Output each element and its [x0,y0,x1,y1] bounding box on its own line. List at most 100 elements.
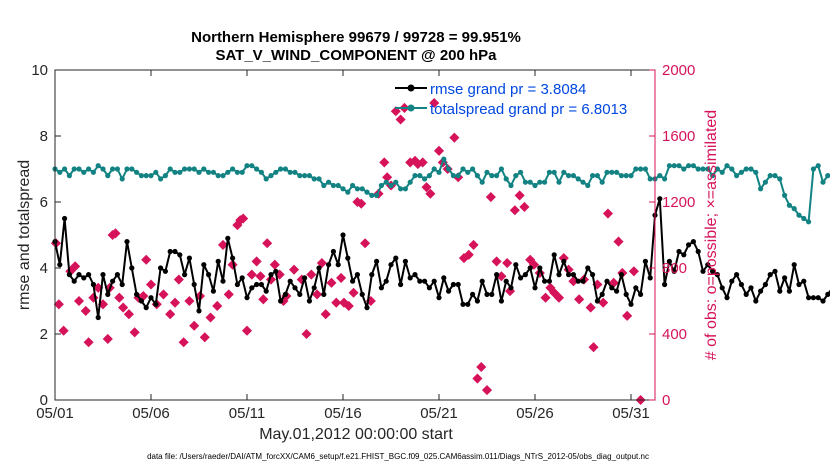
totalspread-point [148,173,154,179]
rmse-point [719,285,725,291]
rmse-point [402,258,408,264]
rmse-point [599,291,605,297]
obs-assimilated-marker [189,320,200,331]
totalspread-point [724,163,730,169]
rmse-point [278,298,284,304]
rmse-point [167,248,173,255]
totalspread-point [575,176,581,182]
rmse-point [258,281,264,288]
totalspread-point [676,163,682,169]
totalspread-point [465,169,471,175]
rmse-point [417,278,423,284]
totalspread-point [244,163,250,169]
legend: rmse grand pr = 3.8084 totalspread grand… [395,81,627,118]
rmse-point [350,278,356,284]
rmse-point [268,272,274,278]
totalspread-point [556,179,562,185]
totalspread-point [326,179,332,185]
rmse-point [148,295,154,301]
rmse-point [628,301,634,307]
rmse-point [110,278,116,284]
obs-assimilated-marker [241,325,253,336]
totalspread-point [129,166,135,172]
rmse-point [513,262,519,268]
obs-assimilated-marker [326,277,337,288]
totalspread-point [62,166,68,172]
rmse-point [124,239,130,245]
y-tick-label: 10 [31,62,48,79]
obs-assimilated-marker [395,114,406,125]
rmse-point [244,295,250,301]
rmse-point [734,272,740,278]
rmse-point [614,288,620,294]
totalspread-point [450,173,456,179]
obs-assimilated-marker [158,289,169,300]
rmse-point [158,265,164,271]
rmse-point [191,281,197,288]
rmse-point [426,285,432,291]
obs-assimilated-marker [255,271,266,282]
obs-assimilated-marker [110,228,121,239]
obs-assimilated-marker [316,258,327,269]
obs-assimilated-marker [80,305,91,316]
totalspread-point [532,182,538,189]
rmse-point [484,291,490,297]
totalspread-point [470,166,476,172]
totalspread-point [474,173,480,179]
y2-tick-label: 800 [662,260,687,277]
rmse-point [561,258,567,264]
obs-assimilated-marker [574,294,585,305]
rmse-point [801,278,807,284]
rmse-point [254,281,260,288]
totalspread-point [81,169,87,175]
rmse-point [177,252,183,258]
rmse-point [642,258,649,264]
totalspread-point [239,169,245,175]
rmse-point [81,275,87,281]
obs-assimilated-marker [598,297,609,308]
rmse-point [729,278,735,284]
totalspread-point [172,169,178,175]
legend-rmse-marker [407,84,415,92]
legend-spread-marker [407,104,415,112]
obs-assimilated-marker [379,157,390,168]
rmse-point [786,288,793,294]
rmse-point [446,288,452,294]
rmse-point [239,275,245,281]
rmse-point [738,281,745,288]
legend-spread-label: totalspread grand pr = 6.8013 [430,101,627,118]
totalspread-point [153,169,159,175]
rmse-point [143,305,149,311]
y2-axis-label: # of obs: o=possible; ×=assimilated [703,110,720,360]
totalspread-point [690,163,697,169]
totalspread-point [388,182,394,189]
rmse-point [806,295,812,301]
totalspread-point [618,173,625,179]
y-axis-label: rmse and totalspread [16,160,33,310]
totalspread-point [580,179,586,185]
rmse-point [825,291,830,297]
rmse-point [335,262,341,268]
totalspread-point [810,166,817,172]
rmse-point [388,262,394,268]
rmse-point [230,255,236,261]
rmse-point [210,288,216,294]
rmse-point [364,305,370,311]
totalspread-point [695,166,701,172]
totalspread-point [796,212,802,218]
obs-assimilated-marker [549,287,560,298]
totalspread-point [441,156,447,162]
totalspread-point [134,169,140,175]
totalspread-point [345,189,351,195]
totalspread-point [158,176,164,182]
x-tick-label: 05/26 [516,405,554,422]
rmse-point [134,291,140,297]
obs-assimilated-marker [628,266,639,277]
totalspread-point [585,182,591,189]
rmse-point [71,278,77,284]
totalspread-point [182,166,188,172]
totalspread-point [782,192,788,198]
obs-assimilated-marker [417,157,428,168]
rmse-point [714,272,721,278]
totalspread-point [633,166,639,172]
